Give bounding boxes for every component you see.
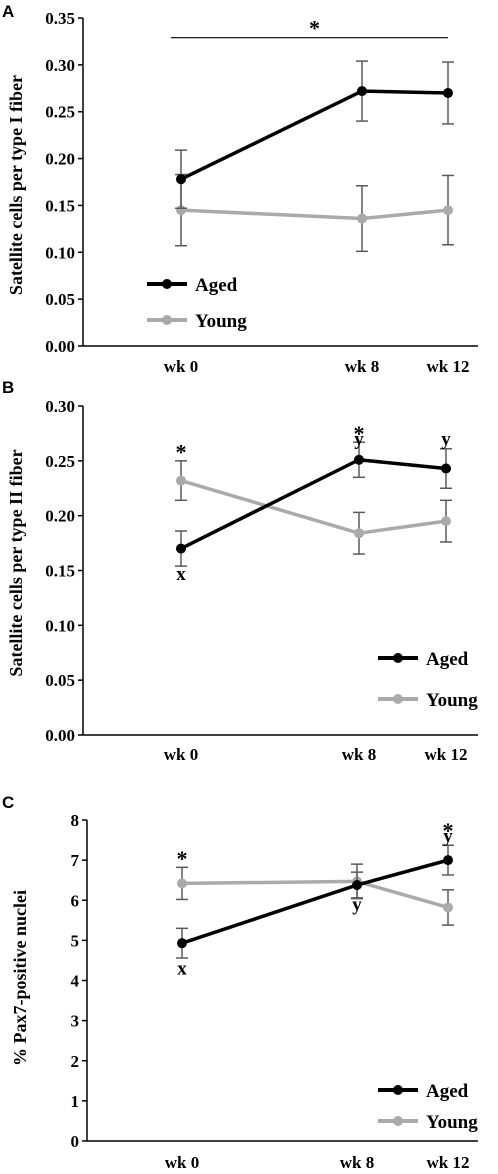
y-tick-label: 0.35 bbox=[45, 9, 75, 28]
aged-series-line bbox=[180, 89, 449, 181]
panel-letter: C bbox=[2, 793, 14, 812]
y-tick-label: 0.00 bbox=[45, 337, 75, 356]
significance-star: * bbox=[354, 421, 365, 446]
significance-letter: y bbox=[443, 826, 453, 847]
legend-young-label: Young bbox=[426, 1112, 478, 1133]
significance-letter: x bbox=[176, 564, 186, 585]
legend: Aged Young bbox=[147, 275, 247, 332]
young-series-line bbox=[181, 879, 449, 910]
legend-young-marker bbox=[393, 694, 403, 704]
x-tick-label: wk 8 bbox=[342, 745, 376, 764]
x-tick-label: wk 12 bbox=[425, 745, 468, 764]
panel-a: A Satellite cells per type I fiber 0.000… bbox=[2, 2, 478, 376]
y-tick-label: 8 bbox=[71, 811, 80, 830]
aged-data-point bbox=[443, 855, 453, 866]
legend-aged-label: Aged bbox=[426, 1081, 469, 1102]
y-tick-label: 0 bbox=[71, 1132, 80, 1151]
x-tick-label: wk 12 bbox=[427, 357, 470, 376]
aged-data-point bbox=[352, 880, 362, 891]
x-tick-label: wk 0 bbox=[165, 1153, 199, 1172]
significance-letter: y bbox=[441, 429, 451, 450]
young-data-point bbox=[357, 213, 367, 224]
y-tick-label: 0.25 bbox=[45, 452, 75, 471]
young-data-point bbox=[176, 475, 186, 486]
legend-aged-marker bbox=[162, 279, 172, 289]
x-tick-label: wk 8 bbox=[340, 1153, 374, 1172]
y-axis-label: Satellite cells per type II fiber bbox=[6, 449, 26, 676]
y-tick-label: 6 bbox=[71, 891, 80, 910]
y-tick-label: 3 bbox=[71, 1012, 80, 1031]
significance-letter: y bbox=[354, 429, 364, 450]
panel-b: B Satellite cells per type II fiber 0.00… bbox=[2, 378, 478, 764]
aged-data-point bbox=[176, 174, 186, 185]
aged-data-point bbox=[176, 543, 186, 554]
young-data-point bbox=[177, 878, 187, 889]
aged-data-point bbox=[354, 454, 364, 465]
y-tick-label: 0.15 bbox=[45, 562, 75, 581]
significance-letter: x bbox=[177, 958, 187, 979]
y-tick-label: 0.10 bbox=[45, 243, 75, 262]
aged-series-line bbox=[180, 457, 447, 551]
significance-star: * bbox=[443, 818, 454, 843]
legend-aged-label: Aged bbox=[195, 275, 238, 296]
legend-young-label: Young bbox=[195, 311, 247, 332]
plot-area: 0.00 0.05 0.10 0.15 0.20 0.25 0.30 wk 0 wk 8 wk 1… bbox=[45, 397, 478, 764]
y-tick-label: 2 bbox=[71, 1052, 80, 1071]
y-axis-label: Satellite cells per type I fiber bbox=[6, 75, 26, 295]
y-tick-label: 5 bbox=[71, 931, 80, 950]
y-tick-label: 0.15 bbox=[45, 196, 75, 215]
y-tick-label: 0.05 bbox=[45, 290, 75, 309]
significance-star: * bbox=[176, 439, 187, 464]
aged-data-point bbox=[357, 86, 367, 97]
legend-aged-marker bbox=[393, 653, 403, 663]
young-data-point bbox=[354, 528, 364, 539]
panel-letter: A bbox=[2, 2, 14, 21]
y-tick-label: 7 bbox=[71, 851, 80, 870]
x-tick-label: wk 0 bbox=[164, 745, 198, 764]
y-tick-label: 0.20 bbox=[45, 150, 75, 169]
young-series-line bbox=[180, 208, 449, 221]
legend-aged-marker bbox=[393, 1085, 403, 1095]
significance-letter: y bbox=[352, 894, 362, 915]
y-tick-label: 0.25 bbox=[45, 103, 75, 122]
aged-series-line bbox=[181, 858, 449, 945]
y-tick-label: 0.30 bbox=[45, 56, 75, 75]
y-tick-label: 0.30 bbox=[45, 397, 75, 416]
young-data-point bbox=[441, 516, 451, 527]
y-tick-label: 1 bbox=[71, 1092, 80, 1111]
legend-young-marker bbox=[162, 315, 172, 325]
y-tick-label: 4 bbox=[71, 972, 80, 991]
young-series-line bbox=[180, 478, 447, 535]
x-tick-label: wk 12 bbox=[427, 1153, 470, 1172]
panel-c: C % Pax7-positive nuclei 0 1 2 3 4 5 6 7 8 wk 0 wk… bbox=[2, 793, 478, 1172]
y-tick-label: 0.05 bbox=[45, 671, 75, 690]
y-tick-label: 0.20 bbox=[45, 507, 75, 526]
legend: Aged Young bbox=[378, 1081, 478, 1133]
aged-data-point bbox=[441, 463, 451, 474]
aged-data-point bbox=[443, 87, 453, 98]
y-tick-label: 0.10 bbox=[45, 616, 75, 635]
x-tick-label: wk 0 bbox=[164, 357, 198, 376]
panel-letter: B bbox=[2, 378, 14, 397]
y-tick-label: 0.00 bbox=[45, 726, 75, 745]
legend: Aged Young bbox=[378, 649, 478, 711]
legend-young-label: Young bbox=[426, 690, 478, 711]
x-tick-label: wk 8 bbox=[345, 357, 379, 376]
legend-young-marker bbox=[393, 1116, 403, 1126]
plot-area: 0.00 0.05 0.10 0.15 0.20 0.25 0.30 0.35 wk 0 wk 8… bbox=[45, 9, 478, 376]
young-data-point bbox=[443, 902, 453, 913]
significance-star: * bbox=[177, 846, 188, 871]
significance-star: * bbox=[309, 16, 320, 41]
y-axis-label: % Pax7-positive nuclei bbox=[10, 890, 30, 1066]
aged-data-point bbox=[177, 938, 187, 949]
legend-aged-label: Aged bbox=[426, 649, 469, 670]
young-data-point bbox=[443, 205, 453, 216]
